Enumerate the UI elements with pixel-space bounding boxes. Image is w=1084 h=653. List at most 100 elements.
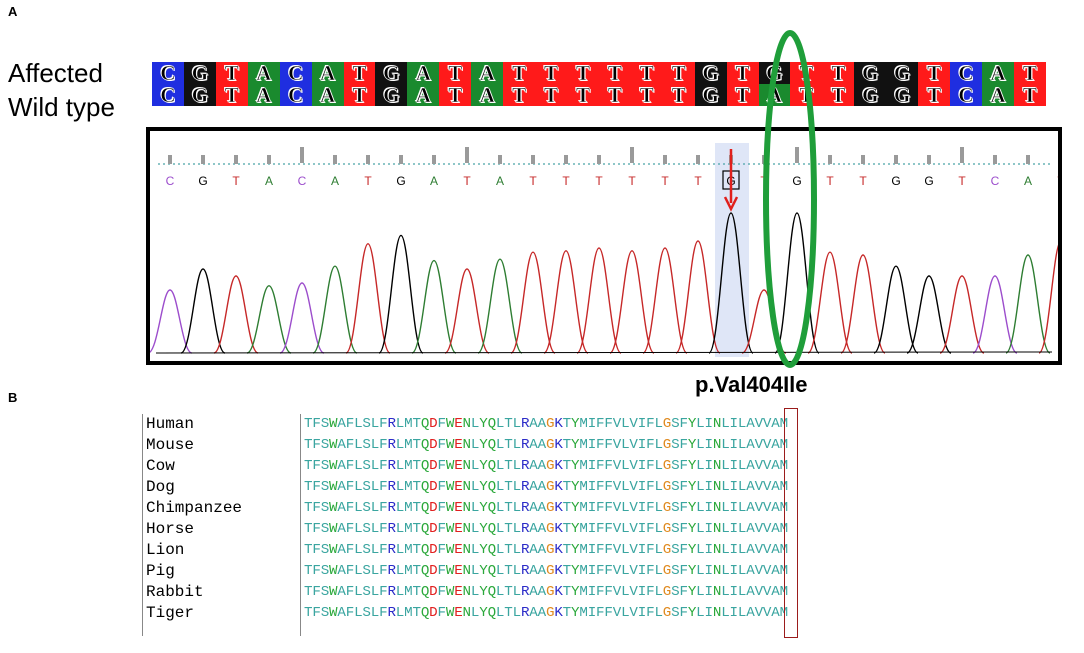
species-name: Chimpanzee	[146, 499, 243, 517]
sequence-base: T	[566, 84, 599, 106]
sequence-base: C	[950, 84, 982, 106]
ruler-tick	[762, 155, 766, 164]
base-call-label: T	[859, 174, 867, 188]
sequence-base: A	[471, 84, 504, 106]
sequence-base: A	[247, 62, 280, 84]
sequence-base: G	[758, 62, 791, 84]
sequence-base: T	[439, 84, 472, 106]
trace-peak	[150, 289, 193, 354]
trace-baseline	[155, 351, 1053, 354]
alignment-row: TFSWAFLSLFRLMTQDFWENLYQLTLRAAGKTYMIFFVLV…	[304, 584, 788, 600]
ruler-tick	[399, 155, 403, 164]
ruler-tick	[498, 155, 502, 164]
trace-peak	[345, 243, 391, 354]
species-list: Human Mouse Cow Dog Chimpanzee Horse Lion Pig Ra…	[146, 414, 242, 624]
species-name: Cow	[146, 457, 175, 475]
sequence-base: A	[247, 84, 280, 106]
ruler-tick	[267, 155, 271, 164]
affected-row-label: Affected	[8, 58, 103, 88]
base-call-label: T	[958, 174, 966, 188]
panel-label-a: A	[8, 4, 18, 19]
sequence-base: T	[918, 62, 951, 84]
base-call-label: G	[924, 174, 933, 188]
sequence-base: T	[598, 62, 631, 84]
sequence-base: A	[758, 84, 791, 106]
base-call-label: T	[694, 174, 702, 188]
species-name: Tiger	[146, 604, 195, 622]
sequence-base: C	[279, 84, 312, 106]
trace-peak	[1038, 244, 1058, 354]
sequence-base: A	[311, 84, 344, 106]
sequence-base: G	[183, 84, 216, 106]
alignment-row: TFSWAFLSLFRLMTQDFWENLYQLTLRAAGKTYMIFFVLV…	[304, 605, 788, 621]
trace-peak	[180, 268, 226, 354]
sequence-base: T	[1013, 62, 1046, 84]
species-name: Dog	[146, 478, 175, 496]
sequence-base: C	[152, 84, 184, 106]
trace-peak	[906, 275, 952, 354]
panel-label-b: B	[8, 390, 18, 405]
sequence-base: T	[630, 84, 663, 106]
base-call-label: T	[760, 174, 768, 188]
sequence-base: A	[471, 62, 504, 84]
species-name: Mouse	[146, 436, 195, 454]
ruler-tick	[927, 155, 931, 164]
sequence-base: A	[981, 84, 1014, 106]
sequence-base: T	[535, 62, 567, 84]
ruler-tick	[795, 147, 799, 163]
sequence-base: A	[981, 62, 1014, 84]
base-call-label: T	[463, 174, 471, 188]
ruler-tick	[597, 155, 601, 164]
sequence-base: G	[694, 84, 727, 106]
species-name: Horse	[146, 520, 195, 538]
trace-peak	[1005, 254, 1051, 354]
sequence-base: T	[726, 84, 759, 106]
trace-peak	[411, 259, 457, 354]
sequence-base: G	[854, 62, 887, 84]
base-call-label: T	[562, 174, 570, 188]
trace-peak	[279, 282, 325, 354]
base-call-label: T	[628, 174, 636, 188]
base-call-label: C	[166, 174, 175, 188]
sequence-base: T	[630, 62, 663, 84]
trace-peak	[774, 212, 820, 354]
ruler-tick	[993, 155, 997, 164]
alignment-row: TFSWAFLSLFRLMTQDFWENLYQLTLRAAGKTYMIFFVLV…	[304, 437, 788, 453]
trace-peak	[312, 265, 358, 354]
sequence-base: G	[886, 62, 919, 84]
alignment-row: TFSWAFLSLFRLMTQDFWENLYQLTLRAAGKTYMIFFVLV…	[304, 542, 788, 558]
ruler-tick	[201, 155, 205, 164]
trace-peak	[510, 251, 556, 354]
sequence-base: T	[790, 62, 823, 84]
base-call-label: T	[1057, 174, 1058, 188]
ruler-tick	[432, 155, 436, 164]
ruler-tick	[696, 155, 700, 164]
trace-peak	[246, 285, 292, 354]
alignment-row: TFSWAFLSLFRLMTQDFWENLYQLTLRAAGKTYMIFFVLV…	[304, 500, 788, 516]
sequence-base: T	[343, 62, 376, 84]
ruler-tick	[1026, 155, 1030, 164]
base-call-label: A	[496, 174, 504, 188]
alignment-block: TFSWAFLSLFRLMTQDFWENLYQLTLRAAGKTYMIFFVLV…	[304, 414, 1060, 624]
trace-peak	[477, 258, 523, 354]
base-call-label: C	[298, 174, 307, 188]
sequence-base: T	[726, 62, 759, 84]
ruler-tick	[630, 147, 634, 163]
sequence-base: T	[662, 62, 695, 84]
ruler-tick	[300, 147, 304, 163]
ruler-tick	[960, 147, 964, 163]
sequence-base: C	[152, 62, 184, 84]
species-name: Lion	[146, 541, 185, 559]
sequence-base: T	[662, 84, 695, 106]
trace-peak	[708, 212, 754, 354]
sequence-base: G	[183, 62, 216, 84]
species-name: Human	[146, 415, 195, 433]
sequence-base: G	[886, 84, 919, 106]
sequence-base: T	[439, 62, 472, 84]
base-call-label: T	[826, 174, 834, 188]
alignment-row: TFSWAFLSLFRLMTQDFWENLYQLTLRAAGKTYMIFFVLV…	[304, 563, 788, 579]
sequence-base: T	[535, 84, 567, 106]
ruler-tick	[828, 155, 832, 164]
